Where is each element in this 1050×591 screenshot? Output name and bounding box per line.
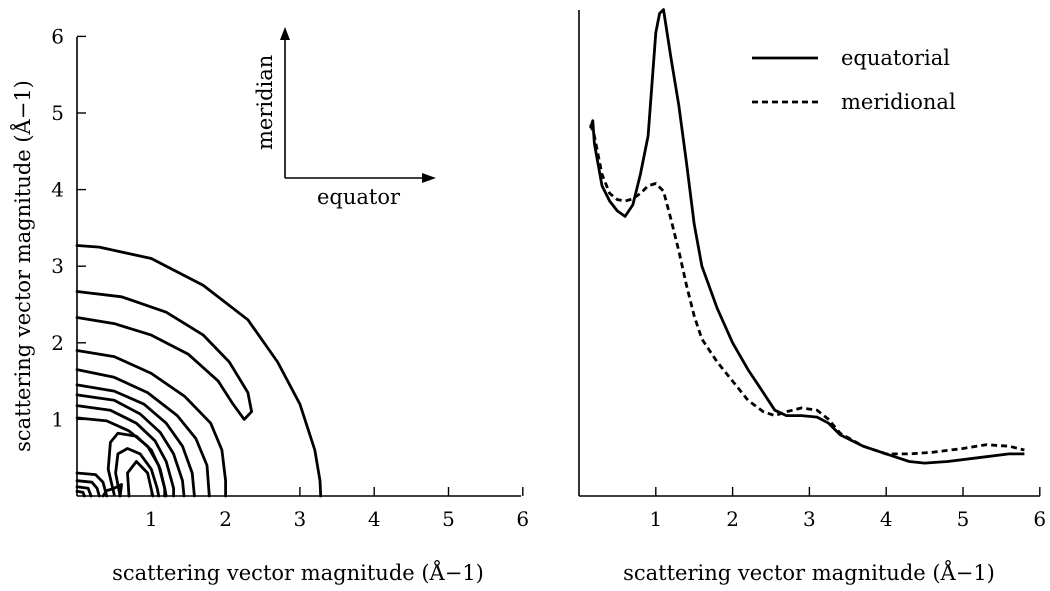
right-x-tick-label: 2 [726, 507, 739, 531]
contour-line [75, 383, 196, 498]
series-line-meridional [589, 124, 1025, 456]
left-y-ticks: 1 2 3 4 5 6 [51, 24, 86, 431]
contour-line [106, 431, 167, 498]
contour-line [75, 471, 109, 498]
contour-line [75, 485, 93, 498]
series-line-equatorial [589, 8, 1025, 465]
left-panel: 1 2 3 4 5 6 1 2 3 4 5 6 meridian equator scatterin… [10, 24, 529, 585]
meridian-label: meridian [253, 55, 277, 150]
left-y-tick-label: 2 [51, 331, 64, 355]
left-x-tick-label: 2 [219, 507, 232, 531]
orientation-indicator: meridian equator [253, 27, 436, 209]
right-x-tick-label: 6 [1033, 507, 1046, 531]
left-x-tick-label: 3 [294, 507, 307, 531]
contour-line [75, 404, 175, 498]
left-x-tick-label: 6 [516, 507, 529, 531]
contour-line [75, 368, 211, 498]
left-y-tick-label: 3 [51, 254, 64, 278]
right-x-axis-title: scattering vector magnitude (Å−1) [623, 560, 995, 585]
right-series [589, 8, 1025, 465]
left-y-tick-label: 1 [51, 407, 64, 431]
left-x-tick-label: 1 [145, 507, 158, 531]
right-x-ticks: 1 2 3 4 5 6 [649, 487, 1046, 531]
contour-lines [75, 244, 323, 498]
contour-line [75, 393, 186, 498]
left-x-axis-title: scattering vector magnitude (Å−1) [112, 560, 484, 585]
left-y-axis-title: scattering vector magnitude (Å−1) [10, 80, 35, 452]
left-x-tick-label: 5 [442, 507, 455, 531]
left-y-tick-label: 6 [51, 24, 64, 48]
equator-arrowhead [422, 173, 436, 183]
contour-line [75, 244, 323, 498]
equator-label: equator [317, 185, 401, 209]
contour-line [101, 483, 123, 498]
contour-line [75, 349, 227, 498]
legend: equatorial meridional [752, 46, 956, 114]
contour-line [75, 479, 101, 498]
legend-label-equatorial: equatorial [841, 46, 950, 70]
left-y-tick-label: 4 [51, 178, 64, 202]
meridian-arrowhead [280, 27, 290, 40]
left-x-tick-label: 4 [368, 507, 381, 531]
right-x-tick-label: 3 [803, 507, 816, 531]
right-x-tick-label: 4 [880, 507, 893, 531]
left-x-ticks: 1 2 3 4 5 6 [145, 487, 529, 531]
contour-line [75, 290, 253, 421]
contour-line [114, 447, 161, 498]
contour-line [75, 490, 86, 498]
right-panel: 1 2 3 4 5 6 equatorial meridional scattering … [578, 8, 1046, 585]
legend-label-meridional: meridional [841, 90, 956, 114]
right-x-tick-label: 5 [957, 507, 970, 531]
right-x-tick-label: 1 [649, 507, 662, 531]
contour-line [126, 460, 155, 498]
left-y-tick-label: 5 [51, 101, 64, 125]
